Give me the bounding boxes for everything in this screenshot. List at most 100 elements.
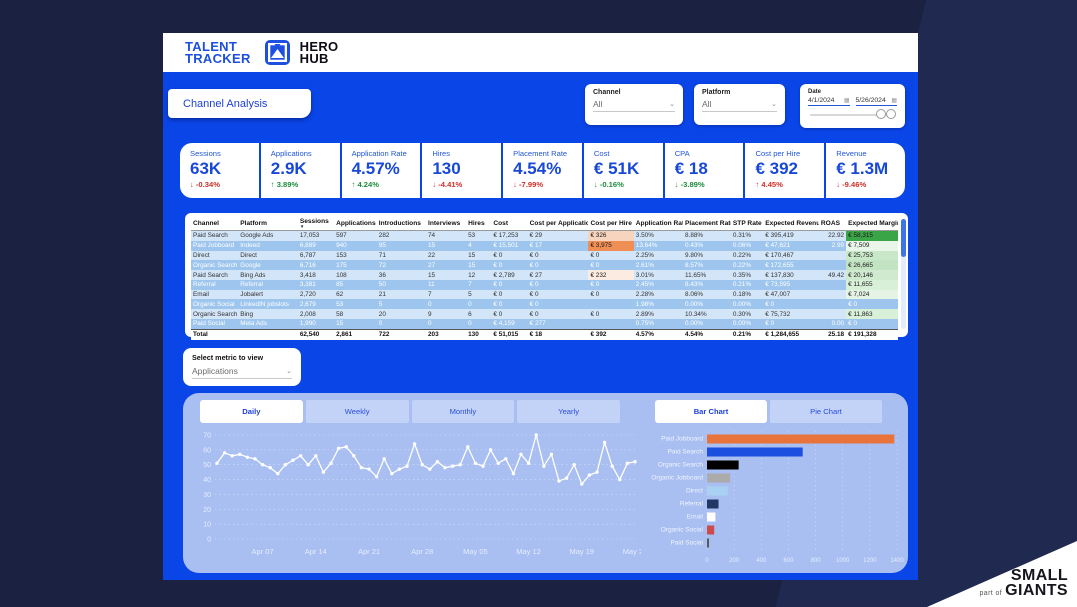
cell-roas	[819, 309, 846, 319]
date-slider-track[interactable]	[810, 114, 895, 116]
bar-direct[interactable]	[707, 486, 728, 496]
tab-monthly[interactable]: Monthly	[411, 400, 515, 423]
talent-tracker-logo: TALENT TRACKER	[185, 40, 251, 65]
cell-expected-revenue: € 137,830	[765, 271, 794, 279]
table-scrollbar[interactable]	[901, 219, 906, 329]
platform-filter-dropdown[interactable]: All ⌄	[702, 99, 777, 112]
bar-email[interactable]	[707, 512, 716, 522]
column-header-channel[interactable]: Channel	[191, 217, 239, 231]
cell-cost-per-application: € 277	[529, 320, 546, 328]
cell-application-rate: 2.25%	[635, 251, 654, 259]
column-header-application-rate[interactable]: Application Rate	[633, 217, 683, 231]
platform-filter[interactable]: Platform All ⌄	[694, 84, 785, 125]
chart-type-tabs: Bar Chart Pie Chart	[655, 400, 882, 423]
date-range-slider[interactable]	[808, 109, 897, 119]
channel-filter-dropdown[interactable]: All ⌄	[593, 99, 675, 112]
cell-platform: Meta Ads	[240, 320, 267, 328]
date-slider-handle-start[interactable]	[876, 109, 886, 119]
tab-weekly[interactable]: Weekly	[305, 400, 409, 423]
svg-text:May 05: May 05	[463, 547, 488, 556]
column-header-cost-per-hire[interactable]: Cost per Hire	[588, 217, 634, 231]
table-row[interactable]: Direct Direct 6,787 153 71 22 15 € 0 € 0 € 0 2.25%…	[191, 250, 898, 261]
calendar-icon[interactable]: ▦	[843, 98, 850, 104]
column-header-stp-rate[interactable]: STP Rate	[730, 217, 764, 231]
bar-referral[interactable]	[707, 499, 719, 509]
channel-filter-value: All	[593, 99, 603, 109]
column-header-expected-revenue[interactable]: Expected Revenue	[763, 217, 819, 231]
calendar-icon[interactable]: ▦	[891, 98, 897, 104]
table-row[interactable]: Paid Social Meta Ads 1,990 15 0 0 0 € 4,159 € 27…	[191, 319, 898, 330]
cell-cost: € 0	[493, 281, 503, 289]
cell-introductions: 95	[378, 242, 386, 250]
table-row[interactable]: Paid Search Bing Ads 3,418 108 36 15 12 € 2,789…	[191, 270, 898, 280]
bar-organic-search[interactable]	[707, 460, 739, 470]
column-header-cost[interactable]: Cost	[491, 217, 528, 231]
herohub-wordmark: HERO HUB	[300, 40, 339, 65]
column-header-platform[interactable]: Platform	[238, 217, 298, 231]
cell-cost-per-hire: € 392	[588, 328, 634, 340]
column-header-interviews[interactable]: Interviews	[425, 217, 467, 231]
tab-channel-analysis[interactable]: Channel Analysis	[168, 89, 311, 118]
kpi-card-hires: Hires 130 ↓ -4.41%	[422, 143, 504, 198]
cell-applications: 597	[336, 232, 347, 240]
column-header-cost-per-application[interactable]: Cost per Application	[527, 217, 589, 231]
kpi-card-applications: Applications 2.9K ↑ 3.89%	[261, 143, 342, 198]
table-row[interactable]: Email Jobalert 2,720 62 21 7 5 € 0 € 0 € 0 2.28% 8.…	[191, 289, 898, 300]
kpi-card-placement-rate: Placement Rate 4.54% ↓ -7.99%	[503, 143, 584, 198]
cell-interviews: 0	[427, 320, 432, 328]
kpi-delta: ↓ -7.99%	[513, 180, 544, 189]
kpi-card-cost-per-hire: Cost per Hire € 392 ↑ 4.45%	[745, 143, 827, 198]
cell-hires: 6	[468, 310, 472, 318]
table-scrollbar-thumb[interactable]	[901, 219, 906, 257]
table-row[interactable]: Paid Search Google Ads 17,053 597 282 74 53 € 1…	[191, 230, 898, 241]
cell-cost-per-application: € 0	[529, 291, 539, 299]
date-start-field[interactable]: 4/1/2024 ▦	[808, 97, 850, 106]
cell-channel: Organic Search	[193, 261, 238, 269]
kpi-label: Application Rate	[351, 149, 407, 158]
cell-placement-rate: 0.43%	[684, 242, 704, 250]
bar-organic-jobboard[interactable]	[707, 473, 731, 483]
tab-bar-chart[interactable]: Bar Chart	[655, 400, 767, 423]
column-header-applications[interactable]: Applications	[334, 217, 377, 231]
column-header-hires[interactable]: Hires	[466, 217, 492, 231]
column-header-introductions[interactable]: Introductions	[376, 217, 426, 231]
kpi-value: 2.9K	[270, 159, 307, 178]
cell-cost: € 0	[493, 251, 503, 259]
cell-expected-revenue: € 47,621	[765, 242, 791, 250]
svg-text:Apr 28: Apr 28	[411, 547, 433, 556]
tab-daily[interactable]: Daily	[200, 400, 303, 423]
bar-paid-jobboard[interactable]	[707, 434, 895, 444]
cell-channel: Paid Search	[193, 271, 228, 279]
table-row[interactable]: Organic Search Bing 2,008 58 20 9 6 € 0 € 0 € 0 2.…	[191, 309, 898, 320]
tab-pie-chart[interactable]: Pie Chart	[770, 400, 882, 423]
table-row[interactable]: Organic Search Google 6,716 175 72 27 15 € 0 € 0…	[191, 260, 898, 271]
date-filter[interactable]: Date 4/1/2024 ▦ 5/26/2024 ▦	[800, 84, 905, 128]
kpi-delta: ↓ -4.41%	[432, 180, 463, 189]
kpi-delta: ↑ 4.45%	[755, 180, 783, 189]
column-header-expected-margin[interactable]: Expected Margin	[846, 217, 898, 231]
column-header-roas[interactable]: ROAS	[818, 217, 847, 231]
cell-cost-per-hire: € 326	[588, 230, 634, 241]
column-header-placement-rate[interactable]: Placement Rate	[682, 217, 731, 231]
date-slider-handle-end[interactable]	[886, 109, 896, 119]
kpi-label: CPA	[674, 149, 690, 158]
bar-organic-social[interactable]	[707, 525, 715, 535]
bar-paid-social[interactable]	[707, 538, 710, 548]
table-row[interactable]: Organic Social LinkedIN jobslots 2,679 53 5 0…	[191, 299, 898, 310]
table-row[interactable]: Paid Jobboard Indeed 6,889 940 95 15 4 € 15,501…	[191, 240, 898, 251]
cell-introductions: 50	[378, 281, 386, 289]
bar-paid-search[interactable]	[707, 447, 803, 457]
channel-filter[interactable]: Channel All ⌄	[585, 84, 683, 125]
table-total-row[interactable]: Total 62,540 2,861 722 203 130 € 51,015 € 18 € 3…	[191, 328, 898, 340]
metric-selector-dropdown[interactable]: Applications ⌄	[192, 366, 292, 379]
column-header-sessions[interactable]: Sessions ▼	[297, 217, 335, 231]
cell-cost-per-application: € 0	[529, 261, 539, 269]
date-end-field[interactable]: 5/26/2024 ▦	[855, 97, 897, 106]
svg-text:200: 200	[729, 558, 740, 564]
tab-yearly[interactable]: Yearly	[517, 400, 620, 423]
cell-placement-rate: 8.88%	[684, 232, 704, 240]
table-row[interactable]: Referral Referral 3,381 85 50 11 7 € 0 € 0 € 0 2.4…	[191, 279, 898, 290]
cell-sessions: 6,716	[299, 261, 316, 269]
svg-text:400: 400	[756, 558, 767, 564]
sort-indicator-icon: ▼	[299, 224, 305, 229]
